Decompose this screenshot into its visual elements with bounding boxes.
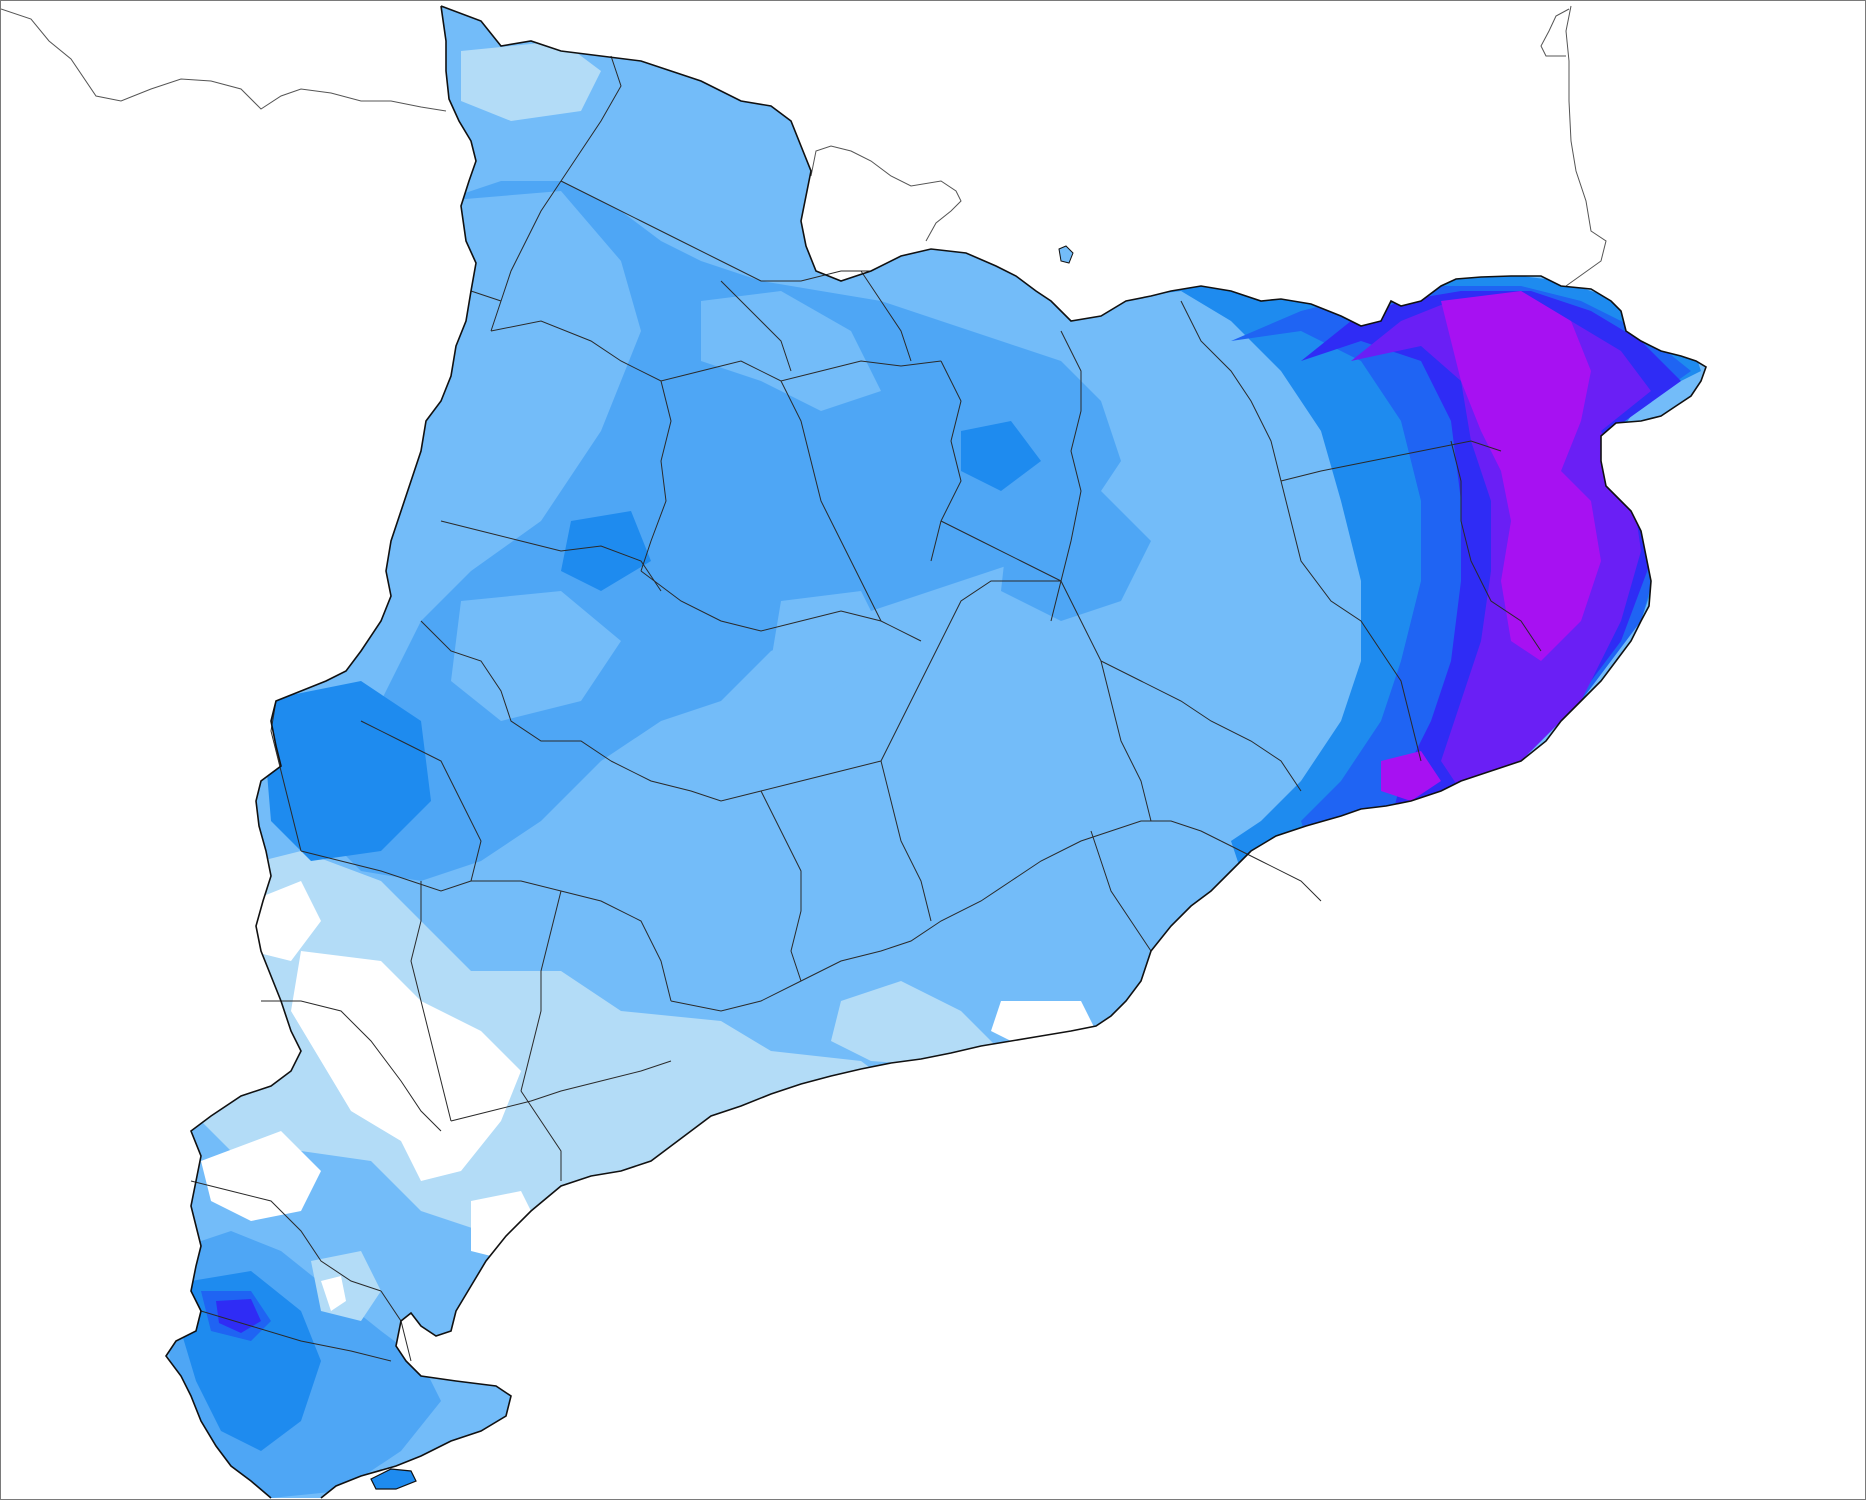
france-border-north-andorra [810, 145, 962, 242]
outside-borders [1, 5, 1607, 287]
ebro-delta-spit [370, 1468, 417, 1490]
france-coast-detail [1540, 8, 1570, 57]
catalonia-outline [165, 5, 1707, 1499]
coastal-islet [1058, 245, 1074, 264]
comarca-borders [190, 55, 1542, 1362]
france-border-west [1, 8, 447, 112]
france-coast-east [1565, 5, 1607, 287]
